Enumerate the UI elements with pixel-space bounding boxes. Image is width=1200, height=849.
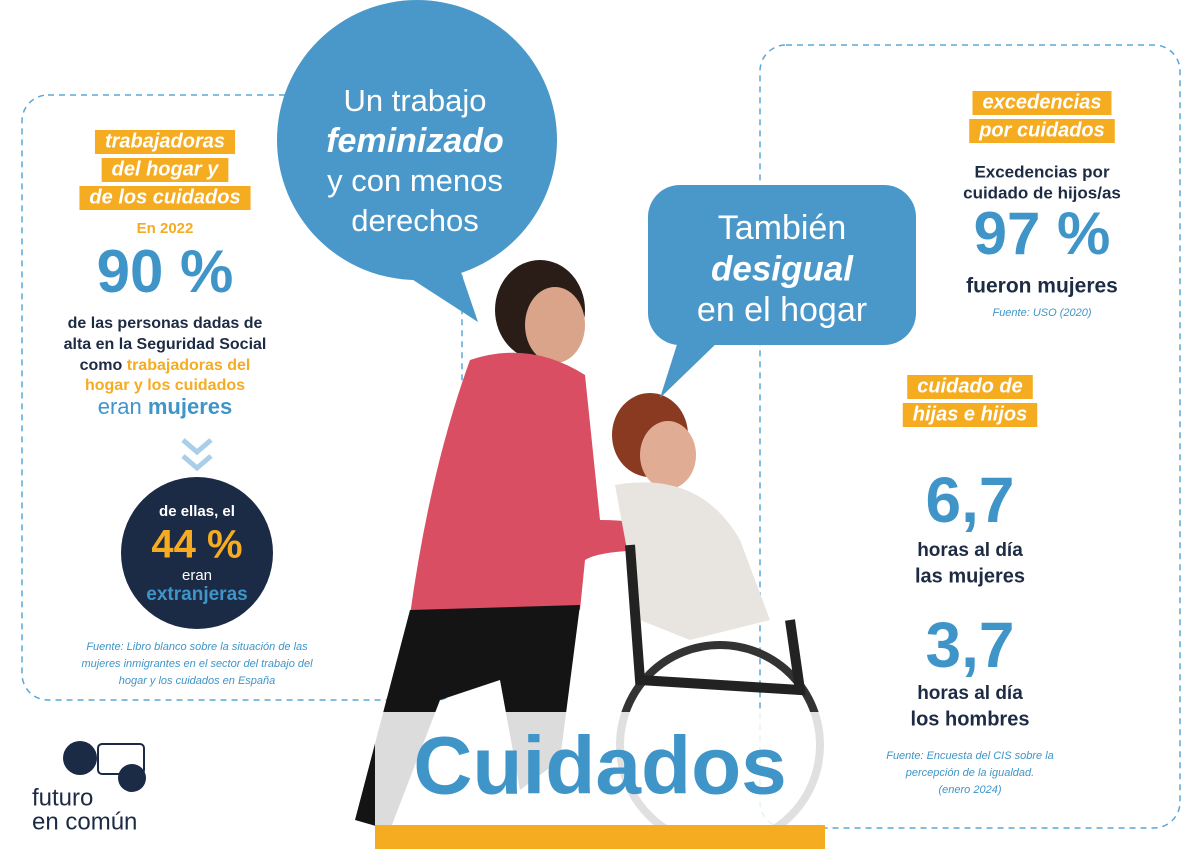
heading: hijas e hijos [913, 403, 1027, 425]
stat-label: las mujeres [915, 565, 1025, 587]
stat-label: fueron mujeres [966, 275, 1118, 298]
source: mujeres inmigrantes en el sector del tra… [81, 658, 313, 670]
source: hogar y los cuidados en España [119, 675, 276, 687]
heading-highlight [972, 91, 1112, 115]
sweater [615, 482, 770, 640]
heading-highlight [902, 403, 1038, 427]
bubble-tail [660, 335, 720, 398]
text: cuidado de hijos/as [963, 183, 1121, 202]
speech-bubble: También desigual en el hogar [648, 185, 916, 398]
logo-text: en común [32, 808, 137, 835]
unit: horas al día [917, 683, 1023, 704]
source: percepción de la igualdad. [905, 767, 1034, 779]
circle [121, 477, 273, 629]
circle-text: eran [182, 567, 212, 584]
logo-icon [63, 741, 97, 775]
stat: 97 % [974, 200, 1111, 267]
circle-stat: 44 % [151, 523, 242, 567]
stat: 90 % [97, 238, 234, 305]
heading: por cuidados [978, 119, 1105, 141]
title-bar [375, 825, 825, 849]
heading-highlight [79, 186, 251, 210]
bubble-body [277, 0, 557, 280]
heading-highlight [969, 119, 1115, 143]
wheelchair-frame [625, 544, 806, 696]
heading: trabajadoras [105, 130, 225, 152]
stat: 3,7 [926, 609, 1015, 681]
bubble-text: desigual [711, 249, 854, 288]
title-box [375, 712, 825, 825]
description: como trabajadoras del [80, 357, 251, 374]
source: Fuente: Encuesta del CIS sobre la [886, 750, 1054, 762]
text: como [80, 357, 127, 374]
stat: 6,7 [926, 464, 1015, 536]
heading: cuidado de [917, 375, 1023, 397]
heading-highlight [907, 375, 1033, 399]
bubble-body [648, 185, 916, 345]
highlight: hogar y los cuidados [85, 377, 245, 394]
description: eran mujeres [98, 394, 233, 419]
right-panel-frame [759, 44, 1181, 829]
text: alta en la Seguridad Social [64, 336, 267, 353]
stat-label: los hombres [911, 708, 1030, 730]
bubble-text: Un trabajo [343, 83, 486, 118]
emphasis: mujeres [148, 394, 232, 419]
description: alta en la Seguridad Social [64, 336, 267, 353]
logo-text: futuro [32, 784, 93, 811]
source: (enero 2024) [939, 784, 1002, 796]
title: Cuidados [413, 721, 787, 812]
logo-icon [118, 764, 146, 792]
heading: excedencias [983, 91, 1102, 113]
jacket [410, 352, 665, 615]
text: Excedencias por [974, 162, 1110, 181]
face [525, 287, 585, 363]
heading: de los cuidados [89, 186, 240, 208]
circle-text: de ellas, el [159, 503, 235, 520]
year: En 2022 [137, 220, 194, 237]
unit: horas al día [917, 540, 1023, 561]
speech-bubble: Un trabajo feminizado y con menos derech… [277, 0, 557, 322]
bubble-text: feminizado [326, 122, 504, 160]
heading-highlight [101, 158, 229, 182]
face-2 [640, 421, 696, 489]
text: de las personas dadas de [68, 315, 263, 332]
heading: del hogar y [112, 158, 220, 180]
logo: futuro en común [32, 741, 146, 835]
text: eran [98, 394, 148, 419]
source: Fuente: Libro blanco sobre la situación … [86, 641, 308, 653]
description: de las personas dadas de [68, 315, 263, 332]
bubble-text: derechos [351, 203, 479, 238]
bubble-text: También [718, 209, 847, 247]
heading-highlight [94, 130, 236, 154]
bubble-text: y con menos [327, 163, 503, 198]
source: Fuente: USO (2020) [992, 307, 1091, 319]
highlight: trabajadoras del [127, 357, 251, 374]
bubble-text: en el hogar [697, 291, 867, 329]
circle-text: extranjeras [146, 584, 247, 605]
chevrons [181, 438, 213, 472]
description: hogar y los cuidados [85, 377, 245, 394]
